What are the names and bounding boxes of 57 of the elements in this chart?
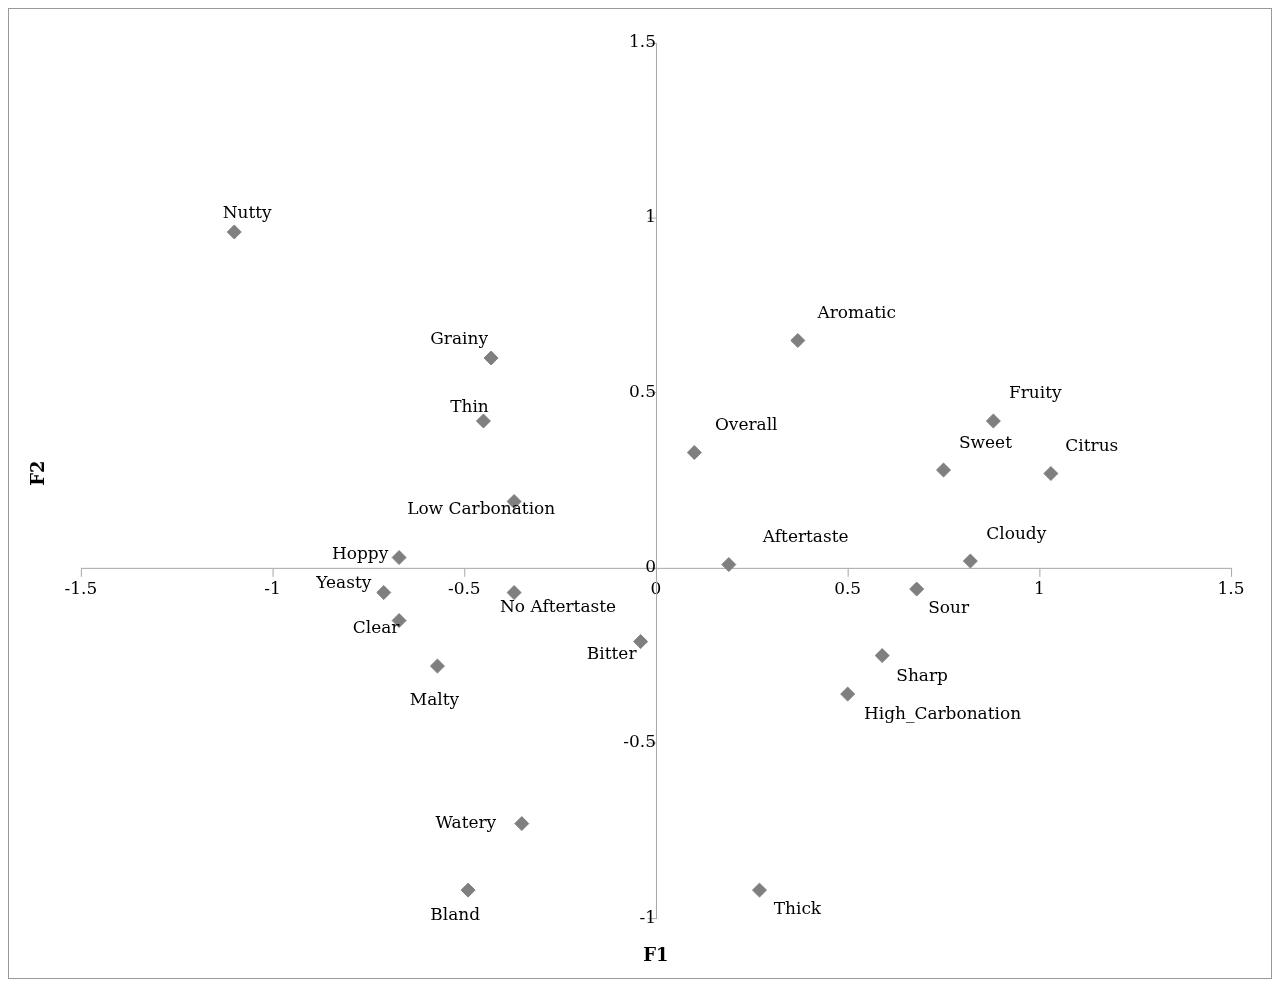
y-tick-label: 0 bbox=[645, 556, 656, 577]
annotation: Sour bbox=[928, 597, 970, 618]
annotation: Bland bbox=[430, 904, 481, 925]
annotation: Clear bbox=[352, 616, 401, 637]
x-tick-label: -0.5 bbox=[447, 577, 481, 598]
annotation: Cloudy bbox=[986, 522, 1047, 543]
point bbox=[721, 557, 737, 573]
point bbox=[840, 686, 856, 702]
point bbox=[874, 648, 890, 664]
x-tick-label: 1.5 bbox=[1217, 577, 1245, 598]
point bbox=[483, 350, 499, 366]
annotation: Bitter bbox=[586, 642, 638, 663]
annotation: Yeasty bbox=[315, 571, 372, 592]
annotation: Aromatic bbox=[816, 301, 896, 322]
annotation: High_Carbonation bbox=[863, 703, 1022, 724]
y-tick-label: 1 bbox=[645, 206, 656, 227]
annotation: Grainy bbox=[430, 328, 489, 349]
annotation: Thick bbox=[773, 898, 822, 919]
point bbox=[391, 550, 407, 566]
point bbox=[1043, 466, 1059, 482]
point bbox=[686, 445, 702, 461]
x-tick-label: -1.5 bbox=[64, 577, 98, 598]
annotation: Aftertaste bbox=[761, 526, 849, 547]
annotation: Overall bbox=[714, 413, 778, 434]
y-tick-label: -1 bbox=[639, 906, 656, 927]
point bbox=[460, 882, 476, 898]
point bbox=[936, 462, 952, 478]
x-axis-title: F1 bbox=[643, 943, 669, 965]
y-axis-title: F2 bbox=[26, 460, 48, 486]
point bbox=[962, 553, 978, 569]
point bbox=[506, 585, 522, 601]
y-tick-label: -0.5 bbox=[623, 731, 656, 752]
point bbox=[475, 413, 491, 429]
x-tick-label: 0.5 bbox=[834, 577, 862, 598]
annotation: Low Carbonation bbox=[407, 497, 556, 518]
y-tick-label: 0.5 bbox=[629, 381, 656, 402]
point bbox=[514, 816, 530, 832]
annotation: Sweet bbox=[958, 432, 1013, 453]
annotation: Thin bbox=[450, 396, 489, 417]
annotation: Citrus bbox=[1065, 435, 1119, 455]
annotation: Watery bbox=[435, 812, 497, 833]
point bbox=[429, 658, 445, 674]
annotation: Fruity bbox=[1008, 382, 1063, 403]
annotation: Nutty bbox=[222, 202, 273, 223]
point bbox=[909, 581, 925, 597]
annotation: Sharp bbox=[896, 664, 948, 685]
point bbox=[985, 413, 1001, 429]
point bbox=[790, 333, 806, 348]
point bbox=[752, 882, 767, 898]
annotation: Hoppy bbox=[332, 542, 389, 563]
y-tick-label: 1.5 bbox=[629, 31, 656, 52]
point bbox=[226, 224, 242, 240]
annotation: No Aftertaste bbox=[500, 595, 617, 616]
x-tick-label: -1 bbox=[264, 577, 281, 598]
x-tick-label: 1 bbox=[1033, 577, 1045, 598]
annotation: Malty bbox=[409, 689, 460, 710]
point bbox=[376, 585, 392, 601]
